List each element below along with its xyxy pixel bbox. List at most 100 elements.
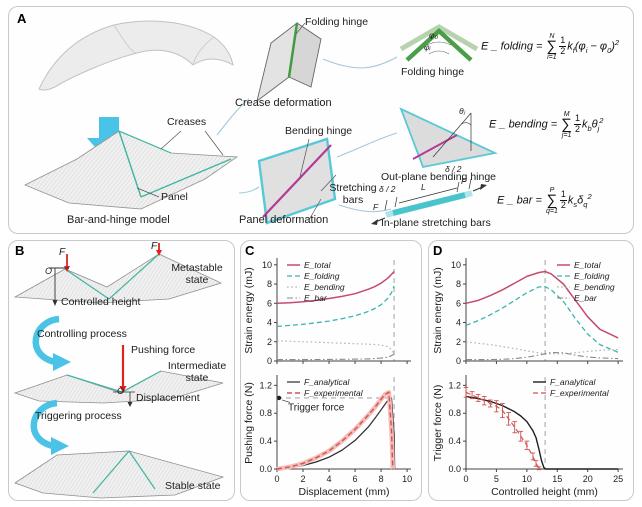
svg-text:6: 6 — [267, 298, 272, 308]
svg-text:10: 10 — [451, 260, 461, 270]
svg-text:1.2: 1.2 — [259, 380, 272, 390]
svg-text:8: 8 — [379, 474, 384, 484]
controlled-height-dimension — [49, 267, 69, 300]
bar-and-hinge-mesh — [24, 130, 239, 210]
svg-text:Controlled height (mm): Controlled height (mm) — [491, 486, 598, 498]
svg-text:8: 8 — [456, 279, 461, 289]
in-plane-stretching-bars-icon — [371, 178, 487, 225]
svg-text:5: 5 — [494, 474, 499, 484]
label-bar-length: L — [421, 182, 426, 192]
svg-text:E_total: E_total — [574, 260, 602, 270]
svg-text:4: 4 — [456, 318, 461, 328]
svg-text:Strain energy (mJ): Strain energy (mJ) — [243, 267, 255, 353]
svg-text:0.0: 0.0 — [448, 464, 461, 474]
svg-text:Trigger force: Trigger force — [288, 402, 345, 413]
label-stretching-bars: Stretching bars — [329, 182, 377, 206]
label-force-2: F — [151, 241, 158, 252]
chart-pushing-force-vs-displacement: Trigger force 0 2 4 6 8 10 0.0 0.4 0.8 1.2 F_analyt… — [243, 373, 419, 499]
label-origin-1: O — [45, 266, 53, 276]
svg-text:4: 4 — [267, 318, 272, 328]
svg-text:0.4: 0.4 — [448, 436, 461, 446]
label-stable-state: Stable state — [165, 480, 221, 492]
svg-text:0.4: 0.4 — [259, 436, 272, 446]
label-creases: Creases — [167, 116, 207, 128]
svg-text:F_experimental: F_experimental — [550, 388, 610, 398]
label-delta-half-right: δ / 2 — [445, 164, 462, 174]
force-arrow-right-head — [156, 250, 162, 256]
svg-text:4: 4 — [327, 474, 332, 484]
label-metastable-state: Metastable state — [171, 262, 223, 286]
svg-text:E_total: E_total — [304, 260, 332, 270]
svg-text:0.8: 0.8 — [259, 408, 272, 418]
svg-text:Displacement (mm): Displacement (mm) — [298, 486, 389, 498]
label-panel: Panel — [161, 191, 188, 203]
displacement-dimension — [113, 391, 135, 402]
panel-a: A Creases Panel Bar-and-hinge model Fold… — [8, 6, 634, 234]
svg-text:E_bar: E_bar — [574, 293, 598, 303]
label-folding-hinge-pointer: Folding hinge — [305, 16, 369, 28]
svg-text:0: 0 — [456, 356, 461, 366]
controlling-process-arrowhead — [53, 353, 71, 371]
label-bending-hinge: Bending hinge — [285, 125, 353, 137]
smooth-surface — [38, 20, 234, 91]
svg-text:6: 6 — [353, 474, 358, 484]
caption-crease-deformation: Crease deformation — [235, 97, 332, 109]
panel-deformation-icon — [257, 137, 337, 225]
svg-text:2: 2 — [301, 474, 306, 484]
svg-text:F_experimental: F_experimental — [304, 388, 364, 398]
equation-e-folding: E _ folding = N ∑ i=1 1 2 kf(φi − φ0)2 — [481, 33, 620, 61]
panel-c: C 0 2 4 6 8 10 E_total E_folding E_bending E_bar S… — [240, 240, 422, 501]
intermediate-mesh — [13, 370, 224, 404]
svg-text:E_bending: E_bending — [574, 282, 615, 292]
label-theta-j: θⱼ — [459, 106, 466, 116]
label-controlled-height: Controlled height — [61, 296, 141, 308]
svg-text:Pushing force (N): Pushing force (N) — [243, 382, 255, 464]
crease-deformation-icon — [256, 21, 322, 103]
svg-text:E_bending: E_bending — [304, 282, 345, 292]
svg-text:F_analytical: F_analytical — [304, 377, 350, 387]
pushing-force-arrowhead — [119, 386, 127, 393]
svg-text:8: 8 — [267, 279, 272, 289]
stable-mesh — [14, 450, 225, 499]
svg-text:0.8: 0.8 — [448, 408, 461, 418]
chart-strain-energy-vs-displacement: 0 2 4 6 8 10 E_total E_folding E_bending E_bar Str… — [243, 255, 419, 373]
svg-text:1.2: 1.2 — [448, 380, 461, 390]
svg-text:25: 25 — [613, 474, 623, 484]
label-intermediate-state: Intermediate state — [167, 360, 227, 384]
metastable-mesh — [13, 253, 223, 304]
svg-text:0: 0 — [463, 474, 468, 484]
controlling-process-arrow — [32, 315, 60, 366]
svg-text:6: 6 — [456, 298, 461, 308]
controlled-height-arrowhead — [52, 300, 58, 306]
panel-d: D 0 2 4 6 8 10 E_total E_folding E_bending E_bar S… — [428, 240, 634, 501]
label-phi0: φ₀ — [429, 30, 439, 40]
panel-a-label: A — [17, 11, 27, 26]
equation-e-bar: E _ bar = P ∑ q=1 1 2 ksδq2 — [497, 187, 592, 215]
label-phii: φᵢ — [424, 42, 431, 52]
label-origin-2: O — [117, 386, 125, 396]
chart-strain-energy-vs-controlled-height: 0 2 4 6 8 10 E_total E_folding E_bending E_bar Str… — [432, 255, 631, 373]
panel-c-label: C — [245, 243, 255, 258]
svg-text:20: 20 — [583, 474, 593, 484]
svg-text:2: 2 — [456, 337, 461, 347]
svg-text:F_analytical: F_analytical — [550, 377, 596, 387]
chart-trigger-force-vs-controlled-height: 0 5 10 15 20 25 0.0 0.4 0.8 1.2 F_analytical F_expe… — [432, 373, 631, 499]
label-force-1: F — [59, 247, 66, 258]
panel-d-label: D — [433, 243, 443, 258]
svg-text:E_folding: E_folding — [574, 271, 610, 281]
caption-in-plane-stretching-bars: In-plane stretching bars — [381, 217, 491, 229]
label-pushing-force: Pushing force — [131, 344, 196, 356]
caption-folding-hinge: Folding hinge — [401, 66, 465, 78]
caption-out-plane-bending-hinge: Out-plane bending hinge — [381, 171, 497, 183]
svg-text:10: 10 — [262, 260, 272, 270]
label-force-left: F — [373, 202, 379, 212]
caption-bar-and-hinge-model: Bar-and-hinge model — [67, 214, 170, 226]
label-displacement: Displacement — [136, 392, 200, 404]
caption-panel-deformation: Panel deformation — [239, 214, 329, 226]
svg-text:10: 10 — [402, 474, 412, 484]
svg-text:0: 0 — [274, 474, 279, 484]
svg-text:15: 15 — [552, 474, 562, 484]
svg-text:E_folding: E_folding — [304, 271, 340, 281]
displacement-arrowhead — [127, 402, 133, 407]
